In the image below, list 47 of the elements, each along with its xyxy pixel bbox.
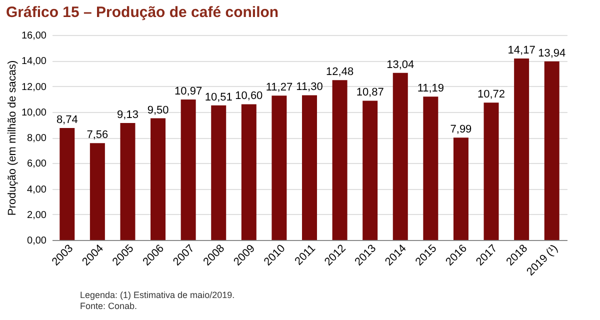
bar [211,105,226,240]
bar [453,138,468,240]
y-tick-label: 10,00 [21,107,47,118]
data-label: 9,50 [147,104,169,116]
bar [272,96,287,240]
data-label: 13,94 [538,47,566,60]
text: Legenda: (1) Estimativa de maio/2019. [80,290,235,301]
y-tick-label: 12,00 [21,82,47,93]
bar [484,102,499,240]
bar [514,58,530,240]
y-tick-label: 2,00 [27,210,47,221]
data-label: 7,56 [86,129,108,142]
data-label: 10,51 [204,91,232,104]
bar [60,128,75,240]
data-label: 11,30 [296,81,323,94]
bar [90,143,105,240]
y-tick-label: 4,00 [27,184,47,196]
bar [180,99,196,240]
data-label: 11,19 [417,82,444,95]
data-label: 14,17 [508,44,536,56]
y-tick-label: 16,00 [21,30,47,42]
bar [150,118,166,240]
bar [302,95,317,240]
data-label: 8,74 [56,114,78,126]
y-tick-label: 6,00 [27,158,47,170]
data-label: 10,97 [174,85,202,98]
bar [120,123,136,240]
source-note: Fonte: Conab. [80,301,138,312]
data-label: 13,04 [386,58,414,71]
chart-title: Gráfico 15 – Produção de café conilon [6,4,279,21]
y-axis-title: Produção (em milhão de sacas) [6,60,18,216]
data-label: 11,27 [266,82,293,94]
data-label: 10,60 [235,90,263,102]
y-tick-label: 8,00 [27,133,47,144]
data-label: 9,13 [117,109,138,122]
data-label: 10,72 [478,88,506,101]
bar [362,100,378,240]
bar [332,80,348,240]
bar [392,72,408,240]
data-label: 7,99 [450,124,472,136]
bar [241,104,256,240]
y-tick-label: 14,00 [21,56,47,68]
bar [544,61,560,240]
data-label: 10,87 [356,86,384,99]
bar [423,96,438,240]
y-tick-label: 0,00 [27,236,47,246]
data-label: 12,48 [326,66,354,78]
